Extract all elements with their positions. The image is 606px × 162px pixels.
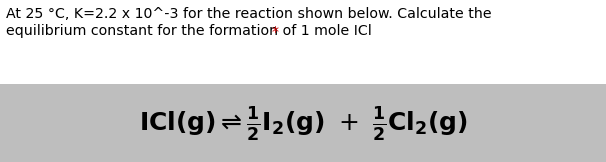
Text: equilibrium constant for the formation of 1 mole ICl: equilibrium constant for the formation o…	[6, 24, 371, 38]
Text: *: *	[272, 25, 279, 39]
Text: $\mathbf{ICl(g)}\rightleftharpoons\frac{\mathbf{1}}{\mathbf{2}}\mathbf{I_2(g)}\ : $\mathbf{ICl(g)}\rightleftharpoons\frac{…	[139, 105, 467, 143]
Bar	[0, 84, 606, 162]
Text: At 25 °C, K=2.2 x 10^-3 for the reaction shown below. Calculate the: At 25 °C, K=2.2 x 10^-3 for the reaction…	[6, 7, 491, 21]
